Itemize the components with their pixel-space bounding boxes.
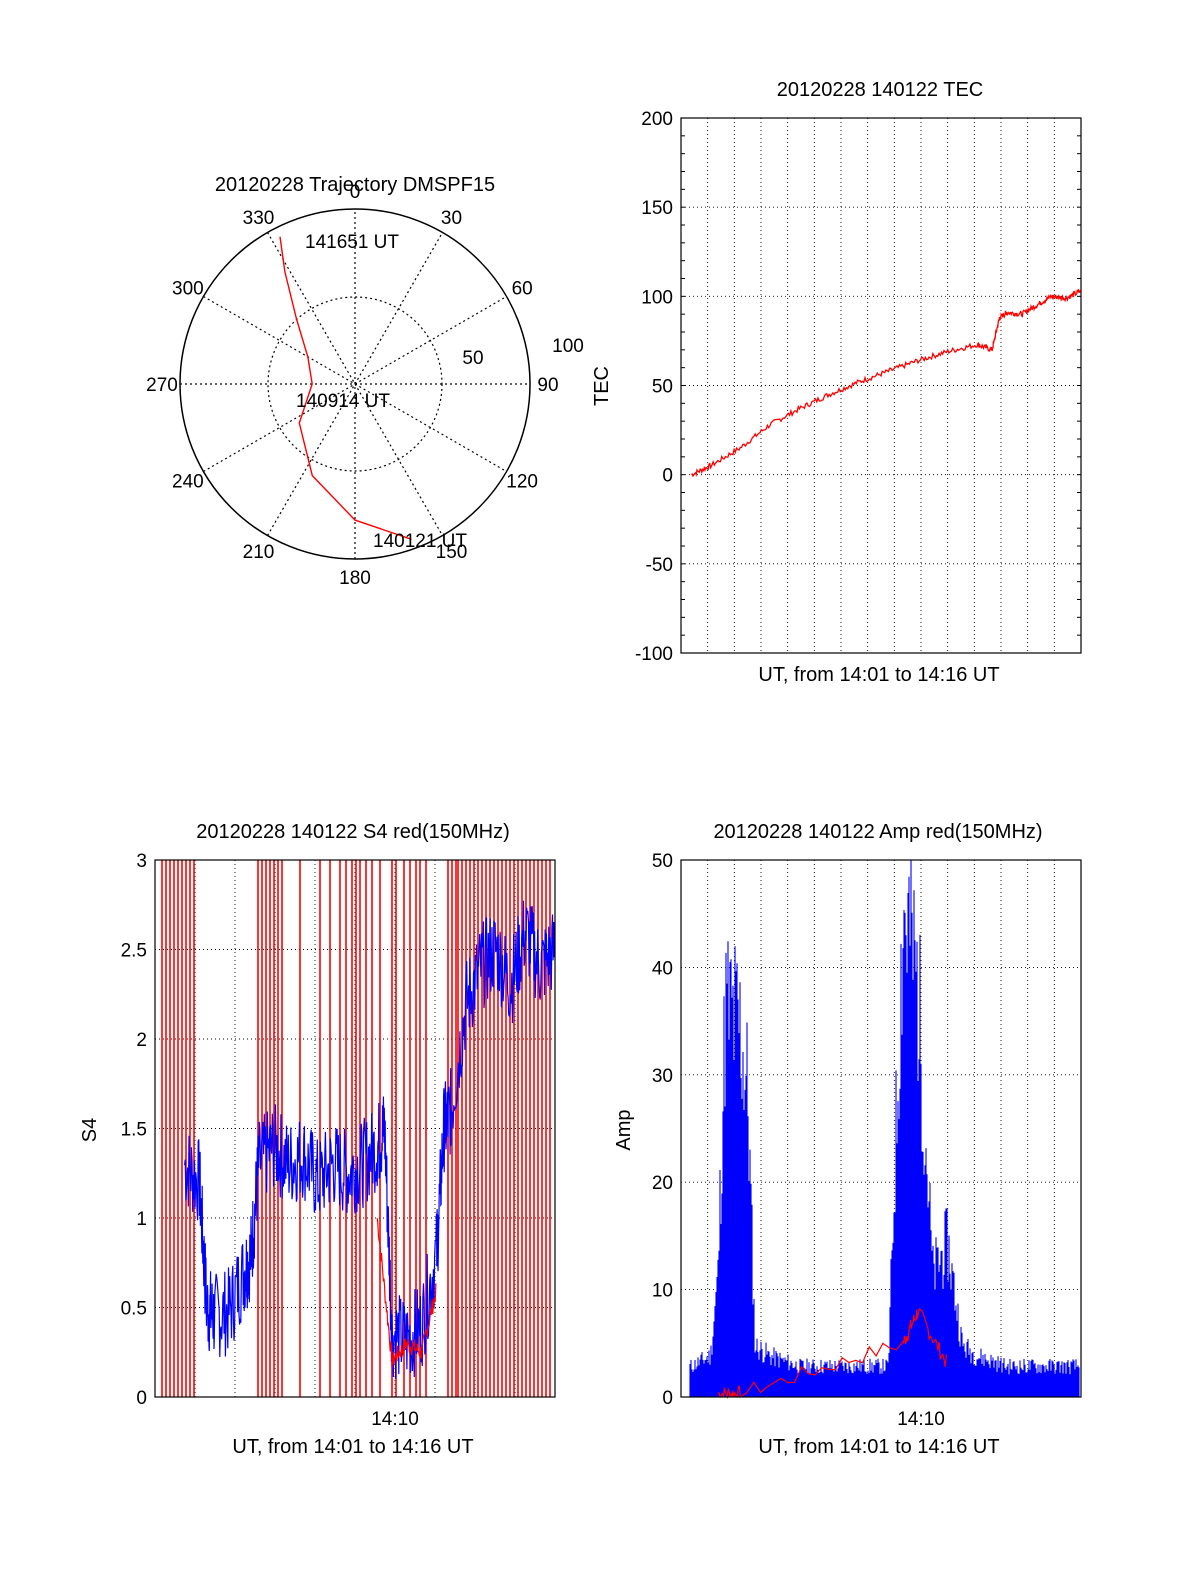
polar-angle-label: 30: [441, 208, 462, 229]
amp-ytick-label: 50: [652, 851, 673, 872]
tec-series-line: [690, 288, 1082, 478]
amp-ytick-label: 40: [652, 958, 673, 979]
tec-grid: [681, 118, 1081, 653]
trajectory-mid-label: 140914 UT: [296, 391, 390, 412]
tec-ytick-label: 100: [641, 287, 673, 308]
amp-xlabel: UT, from 14:01 to 14:16 UT: [758, 1436, 999, 1458]
polar-radius-label-100: 100: [552, 336, 584, 357]
tec-ytick-label: 200: [641, 109, 673, 130]
s4-red-series: [376, 1218, 437, 1369]
trajectory-end-label: 141651 UT: [305, 232, 399, 253]
s4-plot: 20120228 140122 S4 red(150MHz) 0 0.5 1 1.5 2…: [79, 821, 556, 1458]
amp-plot: 20120228 140122 Amp red(150MHz) 0 10 20 30 4…: [613, 821, 1082, 1458]
polar-radius-label-50: 50: [462, 348, 483, 369]
s4-ytick-label: 1: [136, 1209, 147, 1230]
polar-angle-label: 150: [436, 542, 468, 563]
polar-angle-label: 180: [339, 568, 371, 589]
s4-ytick-label: 2.5: [121, 941, 147, 962]
s4-ytick-label: 1.5: [121, 1120, 147, 1141]
s4-ylabel: S4: [79, 1118, 101, 1142]
s4-xlabel: UT, from 14:01 to 14:16 UT: [232, 1436, 473, 1458]
amp-ylabel: Amp: [613, 1109, 635, 1150]
amp-blue-fill: [689, 860, 1080, 1397]
s4-frame: [154, 859, 556, 1398]
tec-ytick-label: 50: [652, 377, 673, 398]
amp-frame: [680, 859, 1082, 1398]
polar-spoke: [266, 232, 444, 536]
trajectory-plot: 20120228 Trajectory DMSPF15 0 30 60 90 120 15…: [146, 174, 584, 589]
tec-ytick-label: 0: [662, 466, 673, 487]
s4-ytick-label: 2: [136, 1030, 147, 1051]
amp-red-series: [717, 1308, 947, 1400]
tec-yticks: -100 -50 0 50 100 150 200: [635, 109, 673, 665]
tec-ytick-label: 150: [641, 198, 673, 219]
s4-red-spikes: [161, 860, 551, 1397]
trajectory-start-label: 140121 UT: [373, 531, 467, 552]
tec-ytick-label: -50: [646, 555, 673, 576]
amp-ytick-label: 20: [652, 1173, 673, 1194]
amp-ytick-label: 30: [652, 1066, 673, 1087]
trajectory-title: 20120228 Trajectory DMSPF15: [215, 174, 495, 196]
polar-angle-label: 120: [506, 472, 538, 493]
tec-ylabel: TEC: [591, 366, 613, 406]
tec-ytick-label: -100: [635, 644, 673, 665]
polar-angle-label: 60: [512, 279, 533, 300]
polar-angle-label: 0: [350, 182, 361, 203]
tec-xlabel: UT, from 14:01 to 14:16 UT: [758, 664, 999, 686]
polar-angle-label: 330: [243, 208, 275, 229]
s4-title: 20120228 140122 S4 red(150MHz): [196, 821, 510, 843]
amp-yticks: 0 10 20 30 40 50: [652, 851, 673, 1409]
polar-spokes: [180, 209, 530, 559]
s4-yticks: 0 0.5 1 1.5 2 2.5 3: [121, 851, 147, 1409]
polar-angle-label: 270: [146, 375, 178, 396]
s4-ytick-label: 0: [136, 1388, 147, 1409]
amp-ytick-label: 10: [652, 1281, 673, 1302]
polar-angle-label: 240: [172, 472, 204, 493]
amp-title: 20120228 140122 Amp red(150MHz): [713, 821, 1042, 843]
amp-xtick-label: 14:10: [897, 1409, 945, 1430]
tec-plot: 20120228 140122 TEC -100-50050100150200 …: [591, 79, 1082, 686]
s4-ytick-label: 0.5: [121, 1299, 147, 1320]
polar-angle-labels: 0 30 60 90 120 150 180 210 240 270 300 330: [146, 182, 558, 589]
tec-minor-ticks: [681, 135, 1081, 636]
trajectory-track: [279, 236, 412, 540]
polar-angle-label: 300: [172, 279, 204, 300]
tec-title: 20120228 140122 TEC: [777, 79, 983, 101]
s4-blue-series: [184, 900, 555, 1379]
amp-ytick-label: 0: [662, 1388, 673, 1409]
s4-ytick-label: 3: [136, 851, 147, 872]
s4-xtick-label: 14:10: [371, 1409, 419, 1430]
polar-angle-label: 210: [243, 542, 275, 563]
polar-angle-label: 90: [537, 375, 558, 396]
